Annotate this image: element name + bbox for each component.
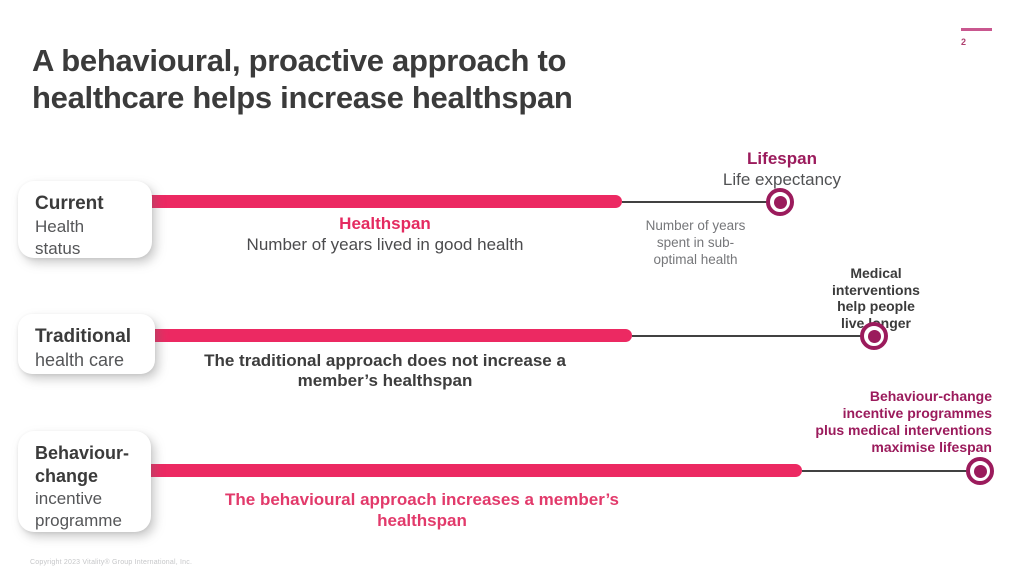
healthspan-bar-current bbox=[145, 195, 622, 208]
lifespan-endpoint-marker-behaviour bbox=[966, 457, 994, 485]
card-title: Current bbox=[35, 193, 104, 214]
lifespan-title: Lifespan bbox=[747, 149, 817, 168]
caption-line: healthspan bbox=[377, 511, 467, 530]
copyright-text: Copyright 2023 Vitality® Group Internati… bbox=[30, 559, 193, 566]
marker-dot bbox=[973, 464, 987, 478]
card-subtitle-line: status bbox=[35, 239, 81, 258]
behavioural-caption: The behavioural approach increases a mem… bbox=[172, 489, 672, 531]
lifespan-endpoint-marker-traditional bbox=[860, 322, 888, 350]
lifespan-subtitle: Life expectancy bbox=[722, 170, 842, 189]
suboptimal-line: Number of years bbox=[645, 218, 746, 233]
medical-line: Medical bbox=[850, 265, 902, 281]
card-title-line: change bbox=[35, 466, 99, 486]
bci-line: plus medical interventions bbox=[815, 422, 992, 438]
healthspan-label: Healthspan Number of years lived in good… bbox=[145, 213, 625, 255]
suboptimal-connector-line-current bbox=[622, 201, 767, 203]
lifespan-label: Lifespan Life expectancy bbox=[697, 148, 867, 190]
healthspan-bar-behaviour bbox=[145, 464, 802, 477]
card-subtitle-line: health care bbox=[35, 350, 125, 370]
lifespan-endpoint-marker-current bbox=[766, 188, 794, 216]
behaviour-change-programmes-label: Behaviour-change incentive programmes pl… bbox=[722, 388, 992, 456]
card-title-line: Behaviour- bbox=[35, 443, 130, 463]
row-card-current: Current Health status bbox=[18, 181, 152, 258]
traditional-caption: The traditional approach does not increa… bbox=[135, 351, 635, 391]
slide-title: A behavioural, proactive approach to hea… bbox=[32, 42, 573, 116]
card-subtitle-line: Health bbox=[35, 217, 85, 236]
slide-title-line2: healthcare helps increase healthspan bbox=[32, 80, 573, 115]
page-marker-dash bbox=[961, 28, 992, 31]
bci-line: Behaviour-change bbox=[869, 388, 992, 404]
suboptimal-line: spent in sub- bbox=[656, 235, 735, 250]
card-subtitle-line: incentive bbox=[35, 489, 103, 508]
row-card-behaviour: Behaviour- change incentive programme bbox=[18, 431, 151, 532]
healthspan-bar-traditional bbox=[145, 329, 632, 342]
bci-line: maximise lifespan bbox=[871, 439, 992, 455]
medical-line: interventions bbox=[832, 281, 920, 298]
marker-dot bbox=[867, 329, 881, 343]
healthspan-title: Healthspan bbox=[339, 214, 431, 233]
page-number: 2 bbox=[961, 37, 967, 47]
marker-dot bbox=[773, 195, 787, 209]
medical-interventions-label: Medical interventions help people live l… bbox=[806, 265, 946, 331]
caption-line: member’s healthspan bbox=[297, 371, 473, 390]
suboptimal-years-label: Number of years spent in sub- optimal he… bbox=[618, 217, 773, 268]
medical-line: help people bbox=[837, 298, 915, 314]
card-title: Traditional bbox=[35, 326, 132, 347]
suboptimal-line: optimal health bbox=[653, 252, 738, 267]
connector-line-traditional bbox=[632, 335, 862, 337]
healthspan-subtitle: Number of years lived in good health bbox=[246, 235, 524, 254]
slide-title-line1: A behavioural, proactive approach to bbox=[32, 43, 567, 78]
caption-line: The behavioural approach increases a mem… bbox=[225, 490, 619, 509]
row-card-traditional: Traditional health care bbox=[18, 314, 155, 374]
connector-line-behaviour bbox=[802, 470, 968, 472]
bci-line: incentive programmes bbox=[842, 405, 992, 421]
caption-line: The traditional approach does not increa… bbox=[204, 351, 566, 370]
card-subtitle-line: programme bbox=[35, 511, 122, 530]
